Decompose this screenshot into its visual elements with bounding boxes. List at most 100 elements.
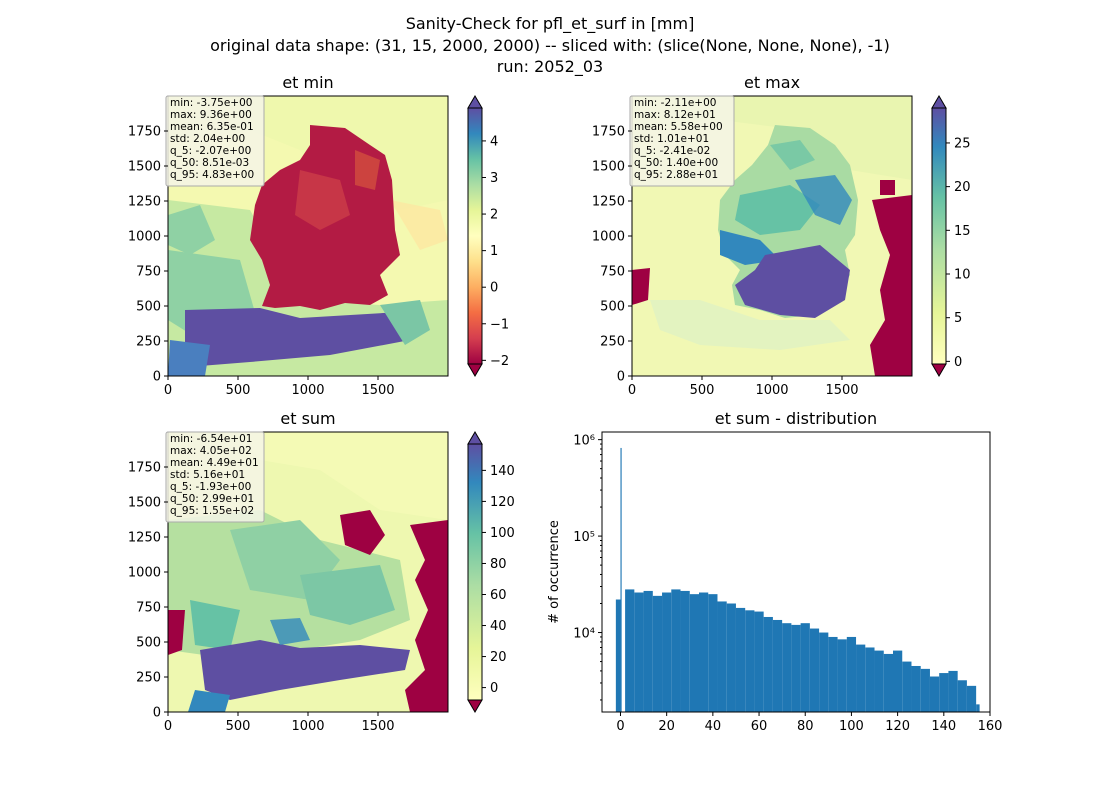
colorbar-tick-label: 40 (490, 619, 507, 634)
colorbar-tick-label: 4 (490, 134, 498, 149)
stat-line: mean: 6.35e-01 (170, 121, 254, 133)
histogram-bar (893, 650, 903, 712)
histogram-bar (652, 595, 663, 712)
histogram-bars (615, 447, 980, 712)
x-tick-label: 500 (226, 383, 251, 398)
y-tick-label: 0 (153, 706, 161, 721)
figure-title-line2: original data shape: (31, 15, 2000, 2000… (210, 36, 890, 55)
histogram-bar (800, 623, 810, 712)
y-tick-label: 750 (136, 601, 161, 616)
y-axis-label: # of occurrence (547, 520, 562, 624)
x-tick-label: 0 (628, 383, 636, 398)
x-tick-label: 140 (931, 719, 956, 734)
histogram-bar (791, 624, 801, 712)
stat-line: q_95: 4.83e+00 (170, 169, 254, 181)
histogram-bar (948, 670, 958, 712)
y-tick-label: 500 (600, 300, 625, 315)
stats-box: min: -2.11e+00 max: 8.12e+01 mean: 5.58e… (634, 97, 723, 181)
colorbar-tick-label: 10 (954, 268, 971, 283)
stat-line: std: 2.04e+00 (170, 133, 245, 145)
histogram-bar (957, 680, 967, 712)
stat-line: max: 9.36e+00 (170, 109, 252, 121)
panel-histogram: et sum - distribution 0 20 40 60 80 100 120 140… (547, 409, 1002, 734)
colorbar-tick-label: 100 (490, 526, 515, 541)
y-tick-label: 1250 (592, 195, 625, 210)
x-tick-label: 0 (616, 719, 624, 734)
y-tick-label: 1250 (128, 195, 161, 210)
histogram-bar (782, 623, 792, 712)
colorbar-tick-label: 3 (490, 171, 498, 186)
y-tick-label: 1750 (592, 125, 625, 140)
stat-line: std: 1.01e+01 (634, 133, 709, 145)
y-tick-label: 250 (136, 335, 161, 350)
stat-line: q_50: 1.40e+00 (634, 157, 718, 169)
x-tick-label: 1000 (291, 719, 324, 734)
histogram-bar (976, 704, 980, 712)
panel-title: et max (744, 73, 800, 92)
y-tick-label: 1000 (128, 566, 161, 581)
masked-region (870, 195, 912, 376)
histogram-bar (763, 616, 773, 712)
y-tick-label: 1000 (592, 230, 625, 245)
colorbar-tick-label: −1 (490, 317, 509, 332)
stat-line: q_5: -1.93e+00 (170, 481, 251, 493)
histogram-bar (717, 601, 727, 712)
histogram-axes: 0 20 40 60 80 100 120 140 160 10⁴ 10⁵ 10⁶ (573, 434, 1002, 734)
histogram-bar (699, 592, 709, 712)
stat-line: mean: 4.49e+01 (170, 457, 259, 469)
stat-line: q_50: 2.99e+01 (170, 493, 254, 505)
x-tick-label: 20 (658, 719, 675, 734)
panel-title: et sum (280, 409, 335, 428)
colorbar-tick-label: 20 (954, 180, 971, 195)
figure-title-line1: Sanity-Check for pfl_et_surf in [mm] (405, 14, 695, 33)
y-tick-label: 1500 (128, 496, 161, 511)
x-tick-label: 160 (978, 719, 1003, 734)
y-tick-label: 250 (136, 671, 161, 686)
stats-box: min: -6.54e+01 max: 4.05e+02 mean: 4.49e… (170, 433, 259, 517)
colorbar-tick-label: 80 (490, 557, 507, 572)
colorbar-tick-label: 25 (954, 136, 971, 151)
histogram-bar (929, 676, 940, 712)
histogram-bar (939, 673, 949, 712)
y-tick-label: 250 (600, 335, 625, 350)
x-tick-label: 100 (839, 719, 864, 734)
stat-line: q_95: 2.88e+01 (634, 169, 718, 181)
histogram-bar (745, 610, 755, 712)
panel-et-min: et min min: -3.75e+00 max: 9.36e+00 mean… (128, 73, 509, 398)
histogram-bar (708, 594, 718, 712)
x-tick-label: 1500 (361, 719, 394, 734)
histogram-bar (856, 644, 866, 712)
colorbar-tick-label: 20 (490, 650, 507, 665)
histogram-bar (874, 650, 884, 712)
y-tick-label: 750 (600, 265, 625, 280)
x-tick-label: 1500 (825, 383, 858, 398)
map-axes: 0 500 1000 1500 0 250 500 750 1000 1250 1500 1750 (128, 461, 395, 735)
x-tick-label: 40 (705, 719, 722, 734)
histogram-bar (920, 668, 930, 712)
colorbar-tick-label: 5 (954, 311, 962, 326)
panel-et-sum: et sum min: -6.54e+01 max: 4.05e+02 mean… (128, 409, 515, 734)
histogram-bar (837, 639, 847, 712)
colorbar-ticks: 25 20 15 10 5 0 (946, 136, 971, 370)
stat-line: q_95: 1.55e+02 (170, 505, 254, 517)
x-tick-label: 1000 (291, 383, 324, 398)
stat-line: max: 8.12e+01 (634, 109, 716, 121)
y-tick-label: 1500 (592, 160, 625, 175)
y-tick-label: 10⁶ (573, 434, 595, 449)
stat-line: q_50: 8.51e-03 (170, 157, 249, 169)
colorbar-tick-label: 140 (490, 464, 515, 479)
stat-line: q_5: -2.07e+00 (170, 145, 251, 157)
histogram-bar (680, 590, 690, 712)
stat-line: mean: 5.58e+00 (634, 121, 723, 133)
histogram-bar (809, 628, 820, 712)
stats-box: min: -3.75e+00 max: 9.36e+00 mean: 6.35e… (170, 97, 254, 181)
colorbar-tick-label: 15 (954, 224, 971, 239)
y-tick-label: 1750 (128, 461, 161, 476)
colorbar-et-sum: 140 120 100 80 60 40 20 0 (467, 431, 515, 713)
histogram-bar (662, 592, 672, 712)
histogram-bar (671, 589, 681, 712)
histogram-bar (634, 592, 644, 712)
masked-region (340, 510, 385, 555)
colorbar-tick-label: 60 (490, 588, 507, 603)
histogram-bar (819, 632, 829, 712)
